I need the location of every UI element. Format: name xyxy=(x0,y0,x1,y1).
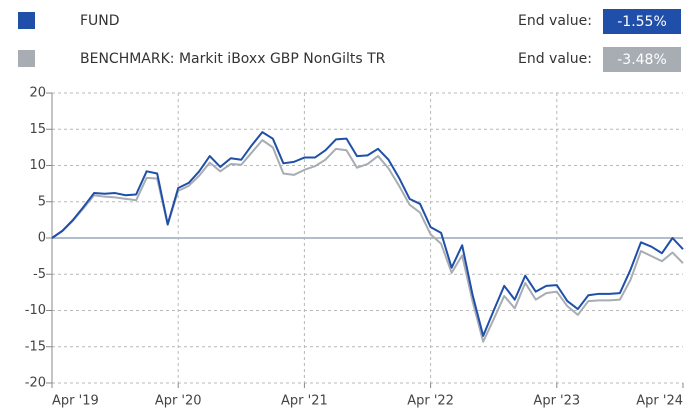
series-line xyxy=(51,139,684,343)
legend-swatch xyxy=(18,50,35,67)
y-tick-label: 20 xyxy=(29,86,46,101)
x-tick-label: Apr '21 xyxy=(281,394,328,409)
y-tick-label: 0 xyxy=(38,231,46,246)
series-line xyxy=(51,131,684,337)
x-tick-label: Apr '23 xyxy=(533,394,580,409)
y-tick-label: 5 xyxy=(38,194,46,209)
end-value-label: -1.55% xyxy=(617,14,667,30)
y-tick-label: -15 xyxy=(25,339,46,354)
legend-label: BENCHMARK: Markit iBoxx GBP NonGilts TR xyxy=(80,51,386,67)
x-tick-label: Apr '20 xyxy=(155,394,202,409)
y-tick-label: -10 xyxy=(25,303,46,318)
y-tick-label: 15 xyxy=(29,122,46,137)
y-tick-label: -20 xyxy=(25,376,46,391)
x-tick-label: Apr '24 xyxy=(636,394,683,409)
end-value-box xyxy=(603,9,681,34)
x-tick-label: Apr '22 xyxy=(407,394,454,409)
y-tick-label: -5 xyxy=(33,267,46,282)
legend-swatch xyxy=(18,12,35,29)
end-value-label: -3.48% xyxy=(617,52,667,68)
legend-label: FUND xyxy=(80,13,120,29)
end-value-box xyxy=(603,47,681,72)
x-tick-label: Apr '19 xyxy=(52,394,99,409)
y-tick-label: 10 xyxy=(29,158,46,173)
end-value-caption: End value: xyxy=(518,51,592,67)
end-value-caption: End value: xyxy=(518,13,592,29)
